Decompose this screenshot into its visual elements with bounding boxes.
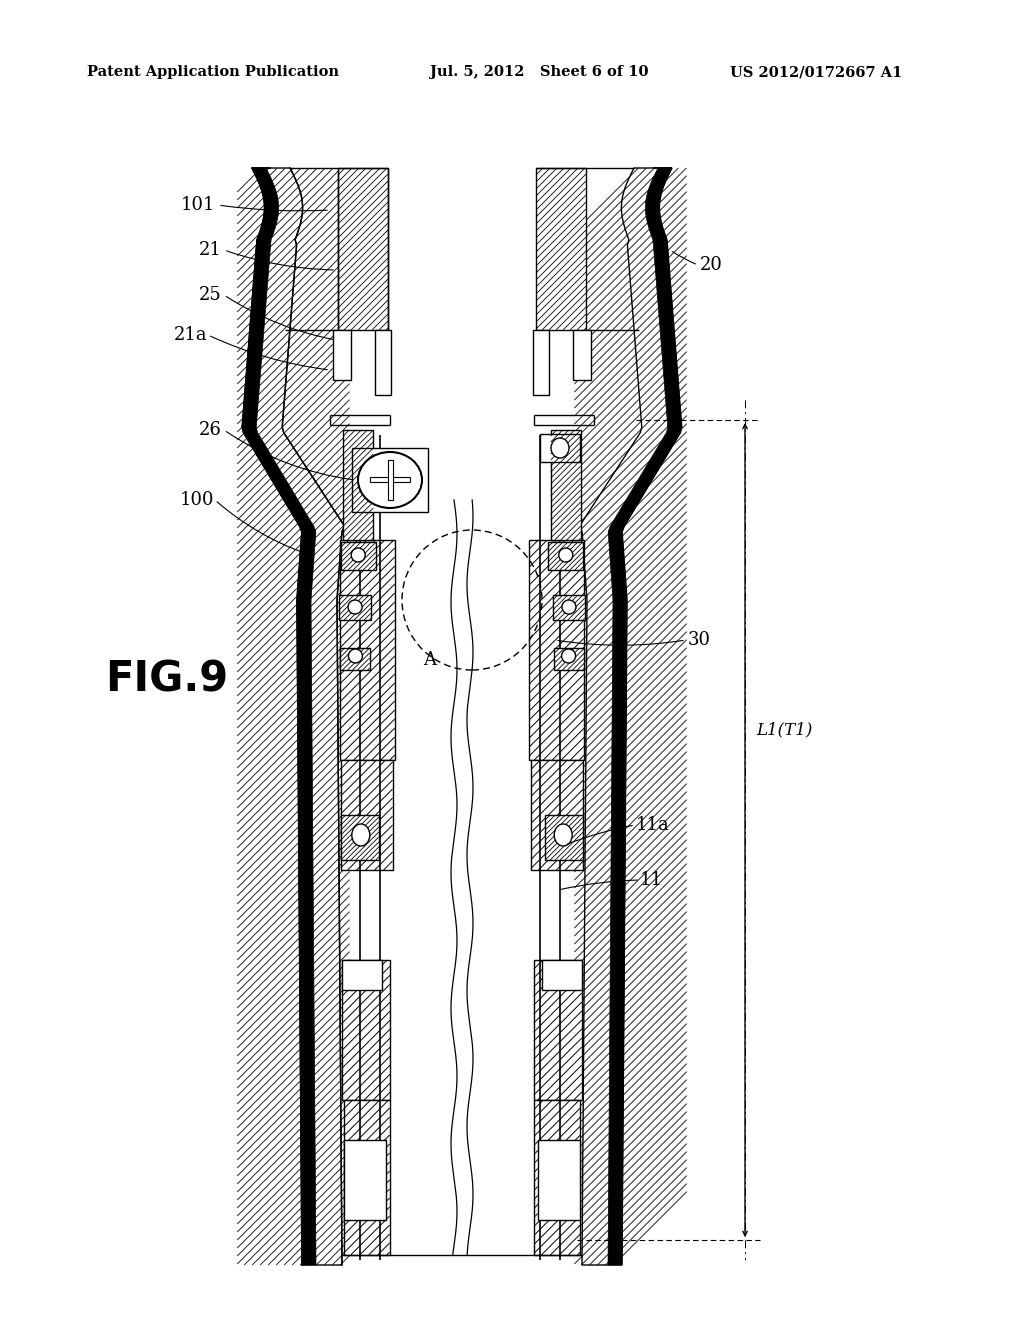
- Bar: [534, 960, 582, 1100]
- Bar: [342, 960, 390, 1100]
- Text: 21a: 21a: [173, 326, 207, 345]
- Bar: [545, 814, 584, 861]
- Bar: [394, 540, 527, 760]
- Bar: [352, 447, 428, 512]
- Bar: [535, 1100, 581, 1255]
- Bar: [341, 760, 392, 870]
- Text: FIG.9: FIG.9: [105, 659, 228, 701]
- Text: A: A: [424, 651, 436, 669]
- Bar: [398, 1100, 523, 1255]
- Ellipse shape: [551, 438, 569, 458]
- Circle shape: [559, 548, 572, 562]
- Circle shape: [351, 548, 366, 562]
- Bar: [340, 648, 370, 671]
- Ellipse shape: [554, 824, 572, 846]
- Bar: [553, 595, 585, 620]
- Text: 30: 30: [688, 631, 711, 649]
- PathPatch shape: [608, 168, 682, 1265]
- Bar: [388, 459, 393, 500]
- Text: 100: 100: [179, 491, 214, 510]
- Bar: [395, 760, 526, 870]
- Bar: [543, 960, 583, 990]
- Text: 20: 20: [700, 256, 723, 275]
- Ellipse shape: [352, 824, 370, 846]
- Text: 26: 26: [199, 421, 222, 440]
- Bar: [540, 434, 580, 462]
- Bar: [534, 330, 549, 395]
- Polygon shape: [243, 168, 345, 1265]
- Bar: [343, 430, 374, 540]
- Bar: [539, 1140, 581, 1220]
- Bar: [342, 960, 382, 990]
- Text: L1(T1): L1(T1): [756, 722, 812, 738]
- Bar: [554, 648, 585, 671]
- PathPatch shape: [243, 168, 345, 1265]
- Text: 21: 21: [199, 242, 222, 259]
- Bar: [548, 543, 583, 570]
- Bar: [340, 540, 394, 760]
- PathPatch shape: [283, 168, 642, 1265]
- PathPatch shape: [243, 168, 316, 1265]
- Bar: [338, 168, 388, 330]
- Bar: [344, 1100, 390, 1255]
- Bar: [343, 1140, 385, 1220]
- Circle shape: [348, 649, 362, 663]
- Bar: [341, 814, 379, 861]
- Text: 25: 25: [200, 286, 222, 304]
- Text: 101: 101: [180, 195, 215, 214]
- Bar: [531, 760, 584, 870]
- Text: Patent Application Publication: Patent Application Publication: [87, 65, 339, 79]
- Bar: [341, 543, 376, 570]
- Bar: [333, 330, 351, 380]
- Text: 11a: 11a: [636, 816, 670, 834]
- Bar: [375, 330, 391, 395]
- Bar: [536, 168, 586, 330]
- Text: 11: 11: [640, 871, 663, 888]
- Circle shape: [562, 601, 575, 614]
- Text: US 2012/0172667 A1: US 2012/0172667 A1: [730, 65, 902, 79]
- Ellipse shape: [358, 451, 422, 508]
- Bar: [339, 595, 371, 620]
- PathPatch shape: [580, 168, 682, 1265]
- Bar: [551, 430, 581, 540]
- Bar: [573, 330, 591, 380]
- Circle shape: [561, 649, 575, 663]
- Bar: [370, 477, 410, 482]
- Circle shape: [348, 601, 362, 614]
- Bar: [397, 960, 524, 1100]
- Text: Jul. 5, 2012   Sheet 6 of 10: Jul. 5, 2012 Sheet 6 of 10: [430, 65, 648, 79]
- Bar: [529, 540, 585, 760]
